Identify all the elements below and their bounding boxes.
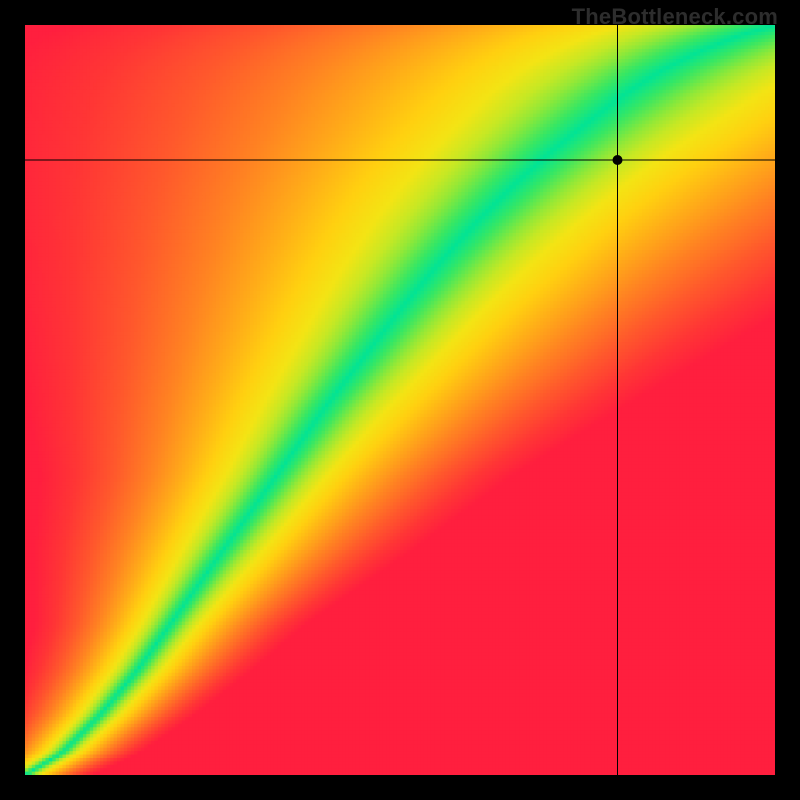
bottleneck-heatmap: [25, 25, 775, 775]
watermark-text: TheBottleneck.com: [572, 4, 778, 30]
